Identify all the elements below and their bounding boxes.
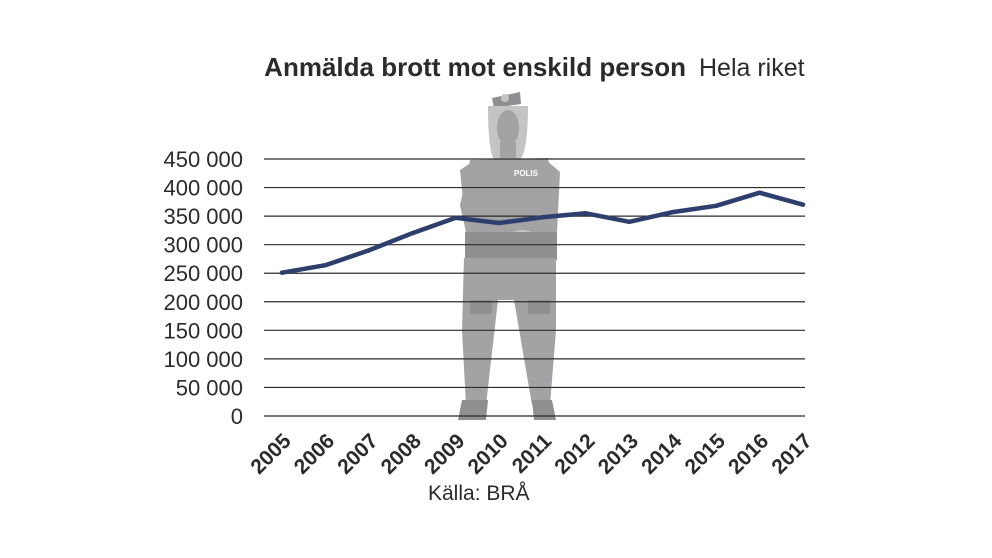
x-tick-label: 2016 [724, 429, 773, 478]
x-tick-label: 2010 [464, 429, 513, 478]
y-tick-label: 250 000 [163, 261, 243, 286]
data-point [583, 211, 589, 216]
police-officer-silhouette: POLIS [458, 92, 560, 420]
x-tick-label: 2006 [290, 429, 339, 478]
x-tick-label: 2012 [550, 429, 599, 478]
y-tick-label: 0 [231, 404, 243, 429]
data-point [496, 220, 502, 226]
x-tick-label: 2011 [508, 429, 557, 478]
x-tick-label: 2009 [420, 429, 469, 478]
data-point [410, 231, 415, 236]
source-note: Källa: BRÅ [428, 482, 530, 505]
y-tick-label: 150 000 [163, 318, 243, 343]
y-tick-label: 100 000 [163, 347, 243, 372]
data-point [323, 263, 328, 268]
chart-subtitle: Hela riket [699, 54, 805, 82]
data-point [713, 203, 719, 209]
data-point [540, 215, 545, 220]
y-axis-labels: 0 50 000 100 000 150 000 200 000 250 000 300 0… [163, 147, 243, 429]
y-tick-label: 300 000 [163, 233, 243, 258]
series-group [279, 190, 806, 275]
x-tick-label: 2017 [767, 429, 816, 478]
x-tick-label: 2013 [594, 429, 643, 478]
y-tick-label: 200 000 [163, 290, 243, 315]
y-tick-label: 350 000 [163, 204, 243, 229]
gridlines [264, 158, 805, 417]
x-tick-label: 2008 [377, 429, 427, 479]
y-tick-label: 50 000 [176, 375, 243, 400]
x-tick-label: 2007 [333, 429, 382, 478]
x-tick-label: 2014 [637, 429, 687, 479]
data-point [627, 219, 632, 225]
x-axis-labels: 2005200620072008200920102011201220132014… [246, 429, 816, 479]
data-point [366, 248, 372, 253]
data-point [670, 209, 675, 215]
y-tick-label: 400 000 [163, 176, 243, 201]
x-tick-label: 2005 [246, 429, 296, 479]
data-point [800, 202, 806, 207]
y-tick-label: 450 000 [163, 147, 243, 172]
x-tick-label: 2015 [681, 429, 731, 479]
chart-title: Anmälda brott mot enskild person [264, 52, 686, 82]
data-point [279, 270, 285, 275]
data-point [453, 215, 458, 221]
data-point [757, 190, 762, 195]
uniform-badge-text: POLIS [514, 169, 539, 178]
